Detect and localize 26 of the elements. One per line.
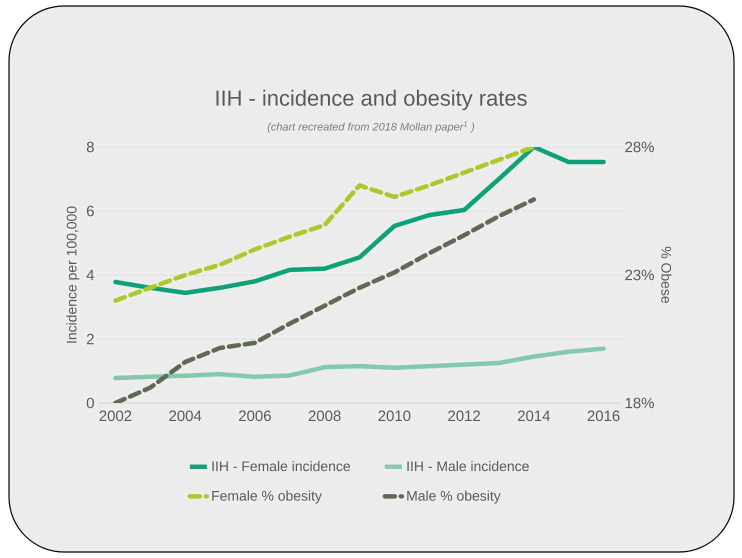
y2-tick-label: 18% <box>626 398 654 408</box>
y-tick-label: 8 <box>86 142 94 152</box>
x-tick-label: 2004 <box>169 410 202 422</box>
x-tick-label: 2012 <box>448 410 480 422</box>
y-axis-title: Incidence per 100,000 <box>66 206 80 343</box>
y2-axis-title: % Obese <box>661 246 672 304</box>
y2-tick-label: 23% <box>625 270 654 280</box>
y-tick-label: 2 <box>86 334 94 344</box>
x-tick-label: 2008 <box>308 410 341 422</box>
legend-label: Male % obesity <box>407 490 501 504</box>
legend-label: Female % obesity <box>212 490 322 504</box>
x-tick-label: 2002 <box>100 410 132 422</box>
x-tick-label: 2014 <box>518 410 550 422</box>
y-tick-label: 6 <box>86 206 94 216</box>
x-tick-label: 2016 <box>588 410 620 422</box>
line-series <box>113 197 536 403</box>
y-tick-label: 0 <box>86 398 94 408</box>
x-tick-label: 2006 <box>239 410 271 422</box>
chart-subtitle: (chart recreated from 2018 Mollan paper$^{1}$ ) <box>268 121 474 133</box>
y-tick-label: 4 <box>86 270 94 280</box>
legend-label: IIH - Female incidence <box>212 460 350 472</box>
y2-tick-label: 28% <box>625 142 654 152</box>
line-series <box>113 146 606 296</box>
legend-label: IIH - Male incidence <box>407 460 529 472</box>
chart-title: IIH - incidence and obesity rates <box>216 90 527 110</box>
x-tick-label: 2010 <box>378 410 410 422</box>
